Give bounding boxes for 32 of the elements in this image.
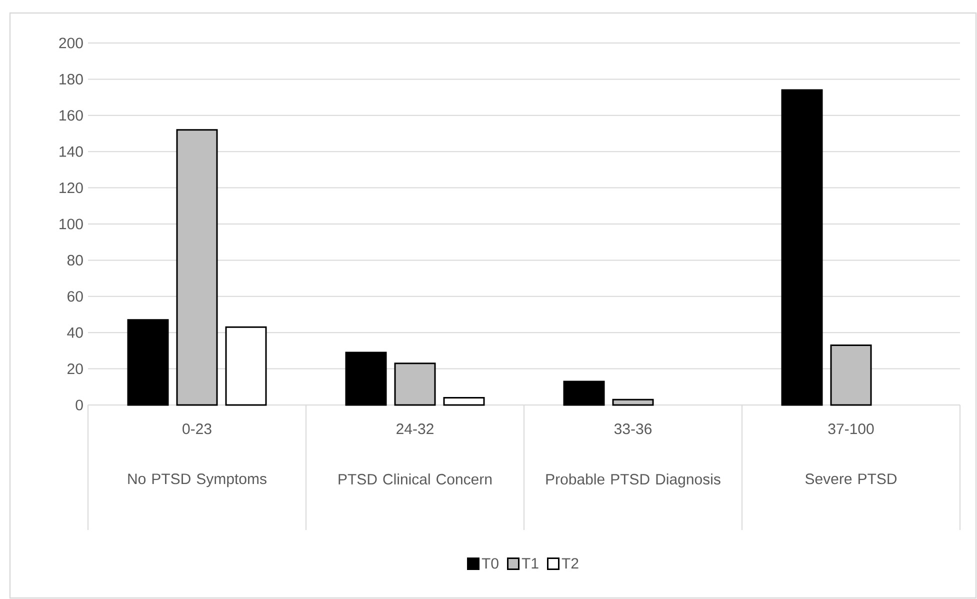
y-tick-label: 20 bbox=[68, 363, 83, 374]
y-tick-label: 60 bbox=[68, 291, 83, 302]
y-tick-label: 200 bbox=[59, 38, 83, 48]
bar bbox=[127, 319, 169, 406]
y-tick-label: 80 bbox=[67, 254, 83, 266]
legend-label: T1 bbox=[522, 558, 538, 568]
y-tick-label: 160 bbox=[60, 110, 83, 121]
x-tick-label: 33-36 bbox=[614, 424, 652, 434]
bar bbox=[563, 380, 605, 406]
bar bbox=[830, 344, 872, 406]
bar bbox=[394, 362, 436, 406]
y-tick-label: 0 bbox=[76, 400, 83, 410]
text: Severe PTSD bbox=[805, 474, 897, 484]
text: No PTSD Symptoms bbox=[128, 474, 266, 488]
y-tick-label: 180 bbox=[60, 74, 83, 84]
bar bbox=[443, 397, 485, 406]
bar bbox=[225, 326, 267, 406]
y-tick-label: 100 bbox=[60, 218, 83, 230]
bar bbox=[612, 398, 654, 406]
y-tick-label: 40 bbox=[67, 327, 83, 338]
bar bbox=[176, 129, 218, 406]
bar bbox=[781, 89, 823, 406]
x-tick-label: 37-100 bbox=[828, 424, 874, 434]
y-tick-label: 120 bbox=[60, 182, 83, 194]
x-tick-label: 0-23 bbox=[182, 424, 212, 434]
y-tick-label: 140 bbox=[60, 146, 83, 157]
text: PTSD Clinical Concern bbox=[338, 474, 492, 485]
x-tick-label: 24-32 bbox=[396, 424, 434, 434]
bar bbox=[345, 352, 387, 406]
legend-label: T2 bbox=[562, 558, 578, 569]
text: Probable PTSD Diagnosis bbox=[546, 474, 720, 488]
legend-label: T0 bbox=[482, 558, 498, 569]
